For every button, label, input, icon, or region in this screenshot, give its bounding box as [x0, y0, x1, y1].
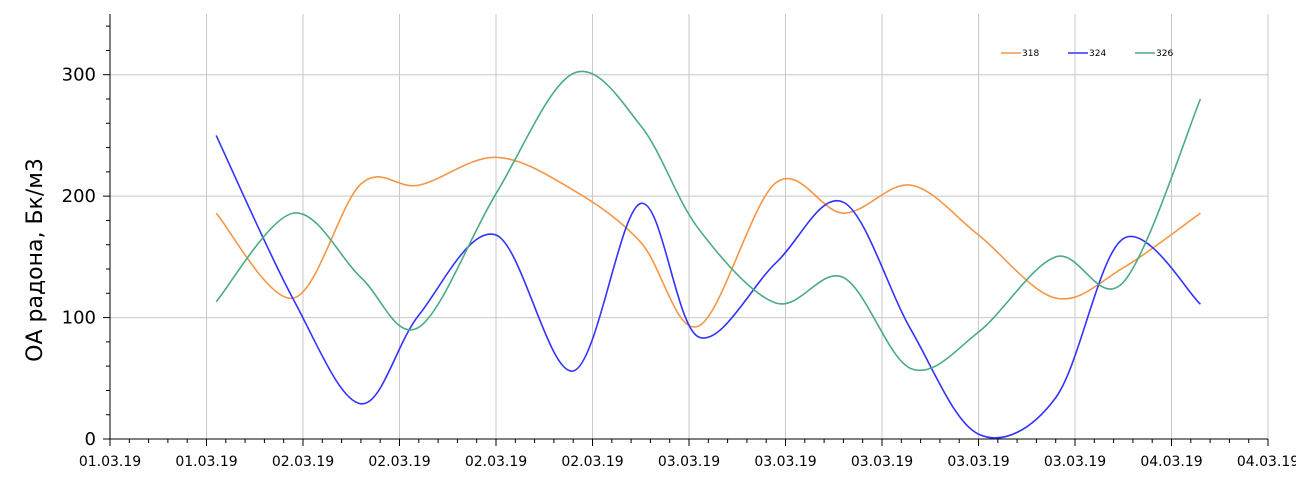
- legend-label-326: 326: [1156, 49, 1173, 59]
- x-tick-label: 04.03.19: [1140, 454, 1202, 470]
- series-line-318: [215, 156, 1201, 328]
- y-tick-label: 200: [62, 186, 96, 207]
- series-line-324: [215, 135, 1201, 439]
- y-axis-label: ОА радона, Бк/м3: [23, 158, 48, 362]
- x-tick-label: 02.03.19: [368, 454, 430, 470]
- x-tick-label: 02.03.19: [272, 454, 334, 470]
- axes: [103, 14, 1269, 446]
- x-tick-label: 03.03.19: [1044, 454, 1106, 470]
- legend: 318 324 326: [1001, 49, 1173, 59]
- x-tick-label: 03.03.19: [851, 454, 913, 470]
- series-layer: [215, 70, 1202, 439]
- x-tick-label: 03.03.19: [658, 454, 720, 470]
- y-tick-label: 0: [85, 429, 96, 450]
- y-tick-label: 100: [62, 308, 96, 329]
- x-tick-label: 04.03.19: [1237, 454, 1296, 470]
- x-tick-label: 03.03.19: [947, 454, 1009, 470]
- legend-label-324: 324: [1089, 49, 1106, 59]
- series-line-326: [215, 70, 1202, 372]
- x-tick-label: 02.03.19: [465, 454, 527, 470]
- x-tick-labels: 01.03.19 01.03.19 02.03.19 02.03.19 02.03.19…: [79, 454, 1296, 470]
- legend-label-318: 318: [1022, 49, 1039, 59]
- x-tick-label: 01.03.19: [175, 454, 237, 470]
- grid: [110, 14, 1269, 439]
- x-tick-label: 02.03.19: [561, 454, 623, 470]
- y-tick-labels: 0 100 200 300: [62, 65, 96, 450]
- y-tick-label: 300: [62, 65, 96, 86]
- x-tick-label: 03.03.19: [754, 454, 816, 470]
- x-tick-label: 01.03.19: [79, 454, 141, 470]
